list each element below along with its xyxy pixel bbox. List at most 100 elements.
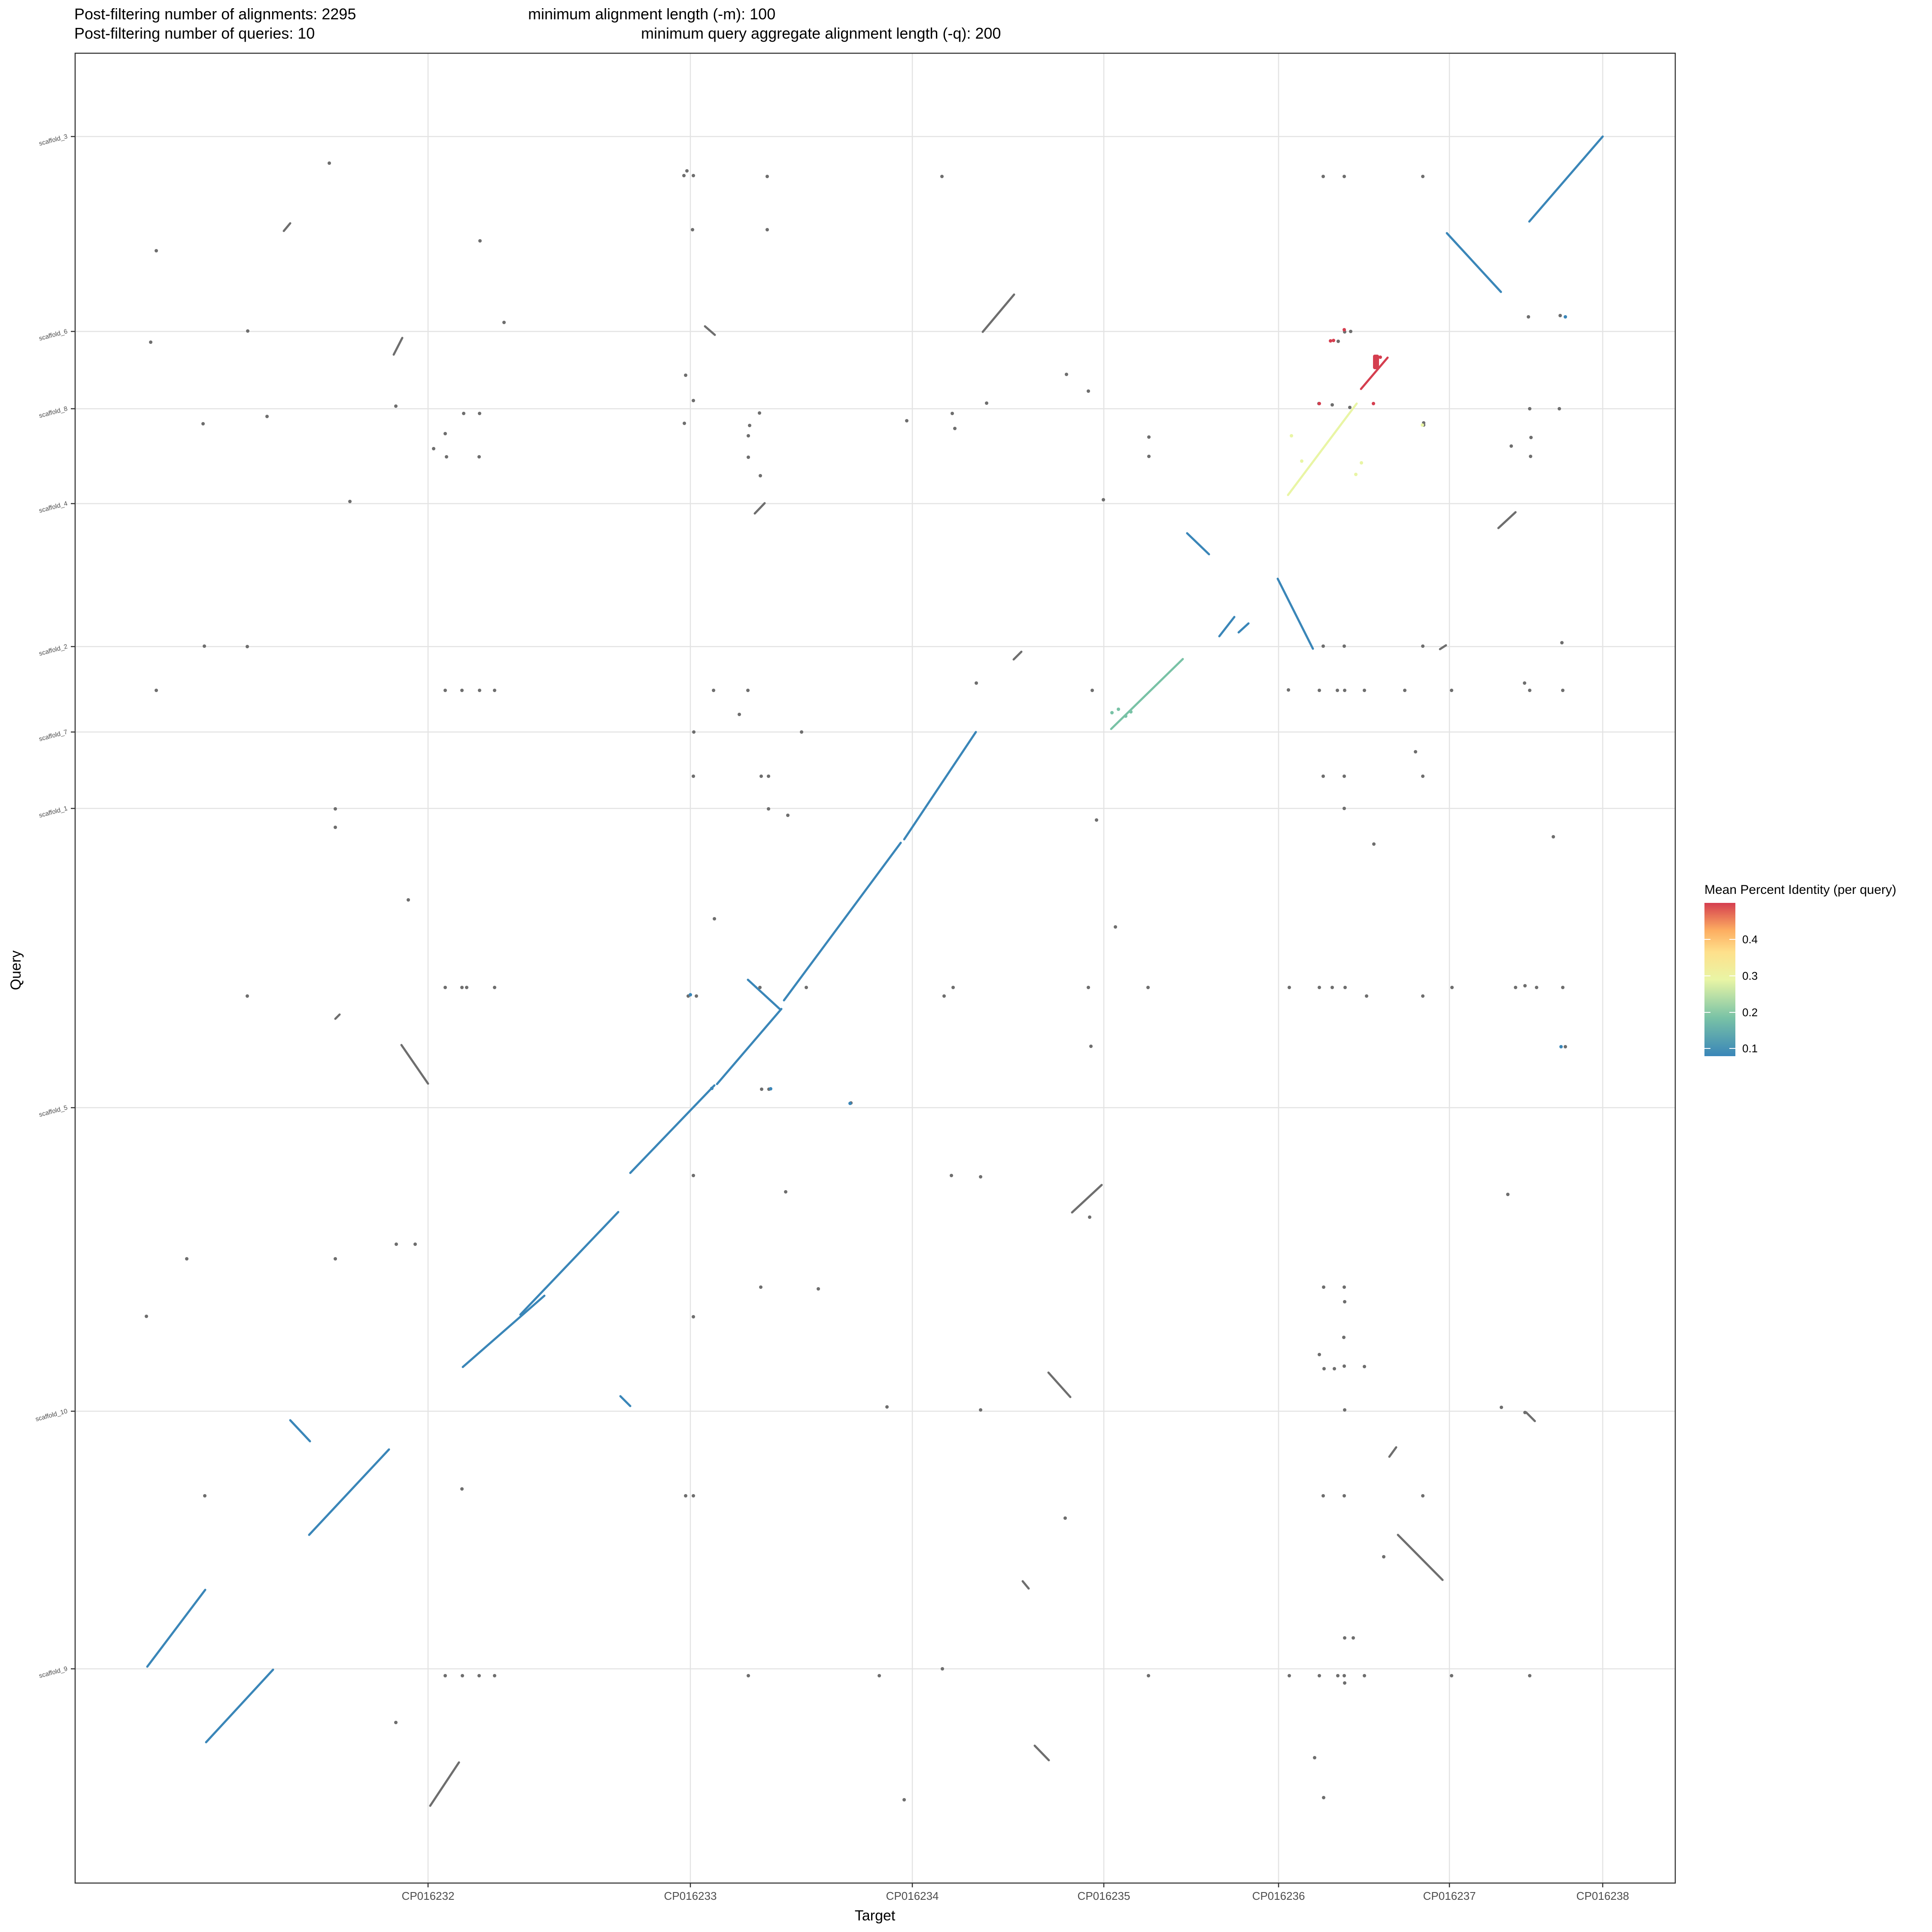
- y-tick-label-scaffold-8: scaffold_8: [38, 405, 68, 419]
- alignment-point: [692, 730, 696, 734]
- alignment-point: [738, 713, 741, 716]
- alignment-point: [712, 689, 715, 692]
- legend-tick-label: 0.3: [1742, 969, 1758, 982]
- alignment-point: [493, 1674, 496, 1677]
- alignment-segment: [462, 1294, 546, 1368]
- header-min-aggregate: minimum query aggregate alignment length…: [641, 24, 1001, 42]
- alignment-point: [766, 228, 769, 231]
- alignment-point: [460, 986, 464, 989]
- alignment-point: [444, 432, 447, 435]
- y-tick-label-scaffold-1: scaffold_1: [38, 805, 68, 819]
- alignment-point: [477, 1674, 481, 1677]
- alignment-point: [1528, 1674, 1531, 1677]
- alignment-point: [478, 239, 482, 243]
- x-tick-label-cp016238: CP016238: [1577, 1889, 1629, 1902]
- alignment-point: [461, 1674, 464, 1677]
- alignment-point: [691, 228, 694, 231]
- alignment-point: [246, 994, 249, 998]
- y-tick-label-scaffold-5: scaffold_5: [38, 1104, 68, 1118]
- alignment-point: [1147, 1674, 1150, 1677]
- alignment-segment: [1110, 658, 1184, 730]
- alignment-segment: [1237, 622, 1250, 634]
- alignment-segment: [392, 337, 404, 356]
- alignment-point: [786, 814, 790, 817]
- alignment-point: [975, 681, 978, 685]
- alignment-segment: [400, 1044, 429, 1085]
- alignment-segment: [1276, 577, 1314, 650]
- x-tick-label-cp016232: CP016232: [402, 1889, 455, 1902]
- alignment-point: [149, 340, 152, 344]
- alignment-point: [1322, 1796, 1325, 1799]
- alignment-point: [1450, 1674, 1453, 1677]
- alignment-segment: [205, 1668, 274, 1744]
- alignment-point: [713, 917, 716, 920]
- alignment-point: [1321, 644, 1325, 648]
- alignment-point: [758, 986, 762, 989]
- legend-title: Mean Percent Identity (per query): [1704, 883, 1896, 897]
- alignment-point: [502, 321, 506, 324]
- alignment-point: [460, 1487, 464, 1491]
- alignment-point: [692, 1174, 695, 1177]
- alignment-point: [1527, 315, 1530, 319]
- alignment-point: [1363, 1674, 1366, 1677]
- x-tick-label-cp016235: CP016235: [1078, 1889, 1130, 1902]
- alignment-point: [334, 807, 337, 811]
- alignment-point: [394, 404, 398, 408]
- alignment-point: [1065, 373, 1068, 376]
- alignment-point: [1343, 1364, 1346, 1368]
- alignment-segment: [629, 1084, 716, 1174]
- alignment-point: [444, 689, 447, 692]
- alignment-point: [1558, 314, 1562, 317]
- alignment-point: [203, 1494, 207, 1498]
- alignment-point: [1336, 1674, 1340, 1677]
- alignment-point: [979, 1175, 982, 1179]
- alignment-segment: [981, 293, 1015, 333]
- alignment-segment: [1033, 1744, 1050, 1762]
- alignment-point: [1523, 681, 1526, 685]
- alignment-point: [692, 174, 695, 177]
- alignment-point: [1365, 994, 1368, 998]
- alignment-segment: [783, 841, 902, 1002]
- alignment-point: [695, 994, 698, 998]
- alignment-segment: [704, 325, 716, 336]
- alignment-point: [1523, 984, 1527, 987]
- alignment-point: [1372, 842, 1376, 846]
- alignment-point: [985, 401, 988, 405]
- alignment-point: [1147, 455, 1151, 458]
- alignment-point: [1564, 1045, 1567, 1048]
- alignment-segment: [1397, 1534, 1444, 1581]
- alignment-segment: [903, 731, 977, 841]
- alignment-point: [1321, 775, 1325, 778]
- alignment-point: [1421, 1494, 1425, 1498]
- alignment-point: [1561, 986, 1564, 989]
- alignment-segment: [1218, 616, 1236, 638]
- alignment-point: [766, 175, 769, 178]
- alignment-point: [1333, 1367, 1336, 1370]
- alignment-point: [1510, 444, 1513, 448]
- alignment-point: [1343, 689, 1346, 692]
- alignment-point: [1421, 423, 1424, 427]
- alignment-point: [334, 826, 337, 829]
- alignment-cluster: [1373, 355, 1379, 369]
- alignment-point: [1336, 689, 1339, 692]
- alignment-segment: [747, 978, 781, 1010]
- alignment-point: [1300, 459, 1303, 463]
- y-tick-label-scaffold-6: scaffold_6: [38, 328, 68, 342]
- alignment-point: [1288, 1674, 1291, 1677]
- y-tick-label-scaffold-3: scaffold_3: [38, 133, 68, 147]
- alignment-point: [185, 1257, 188, 1261]
- alignment-point: [684, 1494, 687, 1498]
- alignment-segment: [429, 1761, 460, 1807]
- alignment-point: [413, 1242, 417, 1246]
- alignment-point: [155, 689, 158, 692]
- alignment-point: [951, 986, 955, 989]
- alignment-point: [1087, 389, 1090, 393]
- alignment-point: [1287, 688, 1290, 692]
- alignment-point: [1318, 1353, 1321, 1356]
- alignment-point: [769, 1087, 772, 1091]
- y-tick-label-scaffold-7: scaffold_7: [38, 728, 68, 743]
- alignment-point: [1343, 175, 1346, 178]
- alignment-point: [684, 374, 687, 377]
- alignment-point: [878, 1674, 881, 1677]
- alignment-point: [1343, 986, 1347, 989]
